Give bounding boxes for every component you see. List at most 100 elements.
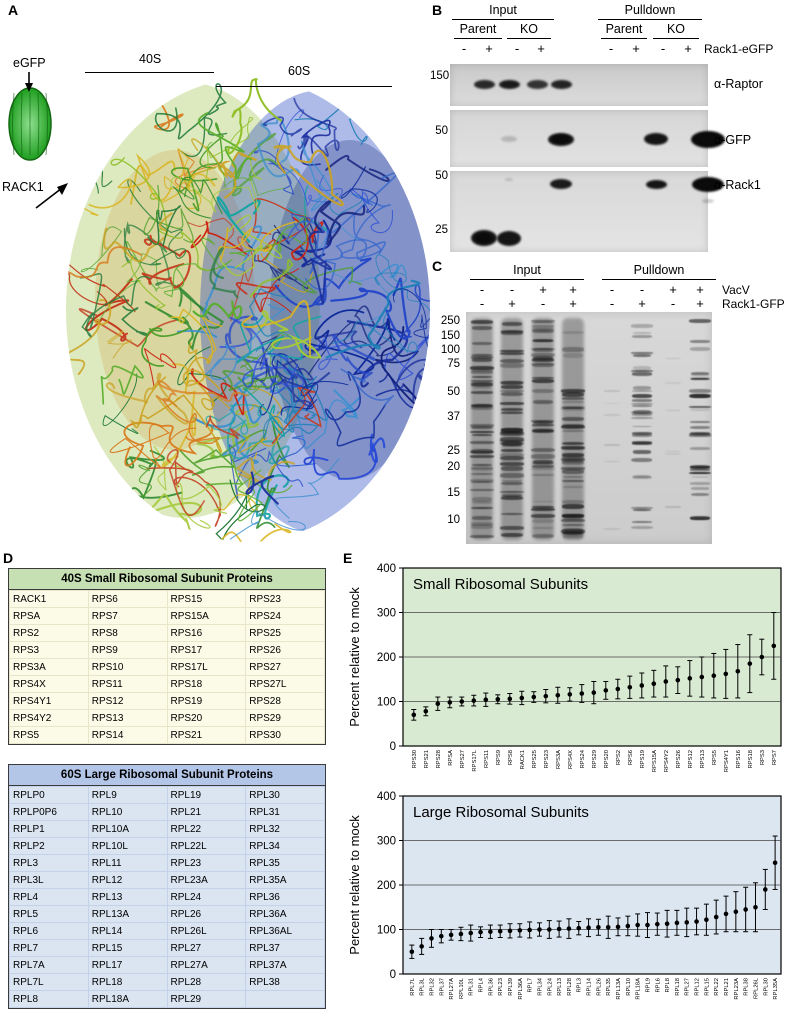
y-axis-label: Percent relative to mock [347, 815, 362, 955]
data-point [411, 712, 417, 718]
protein-cell: RPL37A [245, 956, 325, 974]
egfp-arrowhead [25, 83, 33, 92]
gel-band [531, 376, 555, 380]
x-tick-label: RPL26 [596, 978, 602, 996]
data-point [483, 697, 489, 703]
gel-lane-smear [562, 318, 584, 540]
protein-cell: RPL15 [87, 939, 168, 957]
gel-band [532, 420, 554, 424]
protein-cell: RPL17 [87, 956, 168, 974]
x-tick-label: RPS2 [616, 750, 622, 765]
ribbon-strand [219, 244, 263, 277]
gel-band [665, 382, 681, 384]
gel-band [531, 339, 555, 343]
data-point [447, 700, 453, 705]
ribbon-strand [229, 213, 308, 261]
gel-band [631, 475, 652, 480]
table-row: RPL3L RPL12 RPL23A RPL35A [9, 871, 325, 889]
x-tick-label: RPS28 [436, 750, 442, 768]
x-tick-label: RPL3 [577, 978, 583, 993]
protein-cell: RPL27A [166, 956, 247, 974]
x-tick-label: RPS30 [412, 750, 418, 768]
gel-band [689, 339, 711, 343]
ribbon-strand [209, 247, 239, 299]
gel-band [501, 532, 523, 538]
gel-band [470, 479, 494, 483]
ribbon-strand [239, 331, 285, 396]
protein-cell: RPL22 [166, 820, 247, 838]
x-tick-label: RACK1 [520, 750, 526, 769]
panel-e-label: E [343, 550, 353, 566]
x-tick-label: RPL39 [508, 978, 514, 996]
blot-band [501, 136, 517, 142]
ribbon-strand [215, 479, 266, 542]
gel-band [500, 380, 524, 384]
gel-band [562, 530, 584, 535]
gel-band [471, 381, 493, 385]
gel-band [470, 425, 494, 430]
rack1-gfp-row-label: Rack1-GFP [722, 297, 785, 311]
small-table: RACK1 RPS6 RPS15 RPS23 RPSA RPS7 RPS15A RPS24 RP… [9, 590, 325, 744]
x-tick-label: RPL9 [645, 978, 651, 993]
y-tick-label: 0 [390, 741, 396, 753]
gel-band [470, 534, 494, 538]
gel-band [689, 377, 711, 381]
data-point [527, 927, 532, 933]
gel-band [471, 463, 493, 466]
protein-cell: RPL9 [87, 786, 168, 804]
data-point [603, 688, 609, 693]
protein-cell: RPS25 [245, 624, 325, 642]
gel-band [631, 442, 653, 446]
protein-cell: RPS27 [245, 658, 325, 676]
gel-band [690, 373, 710, 377]
table-row: RPLP0P6 RPL10 RPL21 RPL31 [9, 803, 325, 821]
data-point [654, 921, 660, 927]
lane-sign: - [461, 41, 467, 56]
gel-band [500, 490, 524, 494]
x-tick-label: RPL34 [537, 977, 543, 996]
protein-cell: RPS6 [87, 590, 168, 608]
protein-cell: RPL29 [166, 990, 247, 1008]
protein-cell: RPL7 [9, 939, 89, 957]
protein-cell: RPS7 [87, 607, 168, 625]
x-tick-label: RPL28 [567, 978, 573, 996]
x-tick-label: RPS6 [628, 750, 634, 765]
table-row: RPSA RPS7 RPS15A RPS24 [9, 607, 325, 625]
gel-band [604, 528, 620, 530]
lane-sign: - [608, 41, 614, 56]
x-tick-label: RPS9 [496, 750, 502, 765]
blot-raptor [450, 64, 708, 106]
gel-band [689, 405, 711, 408]
lane-sign: - [509, 282, 515, 297]
gel-band [471, 376, 493, 379]
x-tick-label: RPL15 [704, 978, 710, 996]
gel-band [562, 527, 584, 533]
data-point [419, 944, 424, 949]
protein-cell: RPS4Y2 [9, 709, 89, 727]
chart-title: Large Ribosomal Subunits [413, 804, 589, 821]
gel-band [665, 453, 681, 455]
large-subunit-table: 60S Large Ribosomal Subunit Proteins RPL… [8, 764, 326, 1009]
gel-band [561, 389, 585, 393]
pulldown-group-line-c [602, 279, 716, 280]
gel-band [561, 532, 584, 538]
gel-band [562, 518, 584, 521]
x-tick-label: RPL10L [459, 977, 465, 999]
gel-band [470, 467, 494, 470]
data-point [605, 924, 611, 930]
gel-band [561, 446, 585, 450]
data-point [664, 921, 670, 927]
x-tick-label: RPS26 [676, 750, 682, 768]
gel-band [561, 446, 585, 451]
gel-band [632, 354, 652, 358]
table-row: RPL4 RPL13 RPL24 RPL36 [9, 888, 325, 906]
gel-band [631, 417, 653, 420]
gel-band [561, 467, 585, 470]
gel-band [471, 326, 493, 330]
protein-cell: RPS28 [245, 692, 325, 710]
data-point [615, 924, 621, 930]
gel-band [631, 410, 653, 415]
protein-cell: RPS9 [87, 641, 168, 659]
data-point [423, 708, 429, 714]
x-tick-label: RPS24 [580, 749, 586, 768]
